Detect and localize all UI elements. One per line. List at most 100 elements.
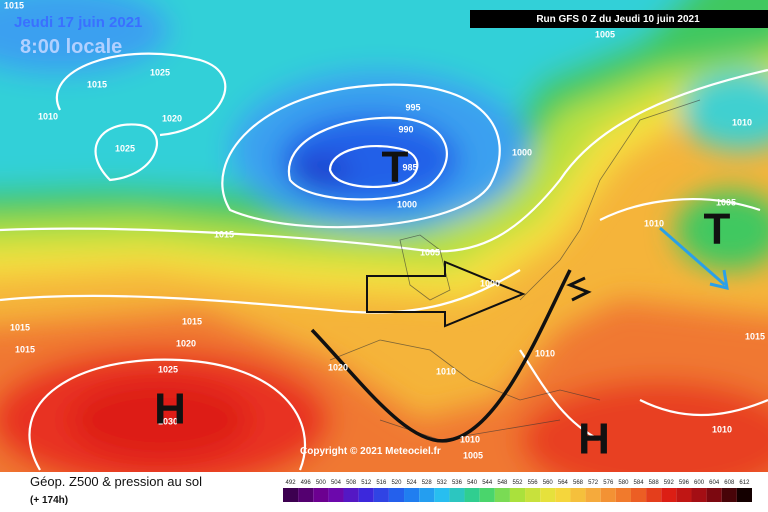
run-info: Run GFS 0 Z du Jeudi 10 juin 2021 — [536, 14, 700, 25]
scale-label: 540 — [467, 480, 478, 486]
scale-swatch — [721, 488, 737, 502]
isobar-label: 1025 — [150, 67, 170, 77]
scale-label: 528 — [422, 480, 433, 486]
scale-swatch — [358, 488, 374, 502]
scale-label: 600 — [694, 480, 705, 486]
scale-swatch — [404, 488, 420, 502]
scale-label: 548 — [497, 480, 508, 486]
isobar-label: 1010 — [38, 111, 58, 121]
scale-swatch — [313, 488, 329, 502]
isobar-label: 1010 — [712, 424, 732, 434]
scale-label: 592 — [664, 480, 675, 486]
scale-swatch — [630, 488, 647, 502]
scale-swatch — [388, 488, 405, 502]
isobar-label: 1020 — [176, 338, 196, 348]
isobar-label: 1010 — [644, 218, 664, 228]
isobar-label: 1015 — [87, 79, 107, 89]
scale-label: 564 — [558, 480, 569, 486]
scale-label: 608 — [724, 480, 735, 486]
scale-label: 552 — [512, 480, 523, 486]
scale-label: 544 — [482, 480, 493, 486]
scale-swatch — [419, 488, 435, 502]
scale-label: 508 — [346, 480, 357, 486]
pressure-center: H — [154, 385, 186, 434]
scale-swatch — [600, 488, 616, 502]
scale-label: 560 — [543, 480, 554, 486]
scale-label: 584 — [634, 480, 645, 486]
isobar-label: 1025 — [158, 364, 178, 374]
scale-label: 504 — [331, 480, 342, 486]
isobar-label: 990 — [398, 124, 413, 134]
scale-swatch — [661, 488, 677, 502]
scale-swatch — [464, 488, 480, 502]
scale-swatch — [449, 488, 465, 502]
scale-label: 580 — [618, 480, 629, 486]
scale-swatch — [646, 488, 662, 502]
isobar-label: 985 — [402, 162, 417, 172]
scale-swatch — [555, 488, 571, 502]
isobar-label: 1010 — [436, 366, 456, 376]
isobars — [0, 52, 768, 471]
scale-label: 572 — [588, 480, 599, 486]
isobar-label: 1020 — [328, 362, 348, 372]
trough-axis — [310, 269, 572, 443]
scale-swatch — [298, 488, 314, 502]
color-scale: 492 496 500 504 508 512 516 520 524 528 532 536 540 5… — [283, 480, 752, 502]
scale-label: 604 — [709, 480, 720, 486]
scale-label: 524 — [407, 480, 418, 486]
scale-swatch — [691, 488, 707, 502]
legend-title: Géop. Z500 & pression au sol — [30, 474, 202, 489]
scale-swatch — [373, 488, 389, 502]
scale-label: 500 — [316, 480, 327, 486]
local-time: 8:00 locale — [20, 36, 122, 58]
movement-arrow — [659, 226, 726, 287]
scale-label: 588 — [649, 480, 660, 486]
isobar-label: 1000 — [512, 147, 532, 157]
scale-swatch — [479, 488, 495, 502]
scale-label: 532 — [437, 480, 448, 486]
pressure-center: T — [382, 143, 409, 192]
scale-label: 536 — [452, 480, 463, 486]
movement-arrow-head — [709, 269, 729, 290]
scale-swatch — [343, 488, 359, 502]
scale-swatch — [434, 488, 450, 502]
scale-label: 492 — [286, 480, 297, 486]
isobar-label: 1015 — [745, 331, 765, 341]
cutoff-symbol — [566, 276, 592, 302]
labels: 1015 1025 1015 1010 1020 1025 995 990 985 1000 100… — [4, 0, 765, 463]
scale-label: 612 — [739, 480, 750, 486]
scale-label: 520 — [391, 480, 402, 486]
isobar-label: 1005 — [463, 450, 483, 460]
isobar-label: 1015 — [4, 0, 24, 10]
isobar-label: 1005 — [595, 29, 615, 39]
pressure-center: T — [704, 205, 731, 254]
copyright: Copyright © 2021 Meteociel.fr — [300, 446, 441, 457]
isobar-label: 1015 — [182, 316, 202, 326]
scale-swatch — [676, 488, 692, 502]
scale-swatch — [736, 488, 752, 502]
run-banner — [470, 10, 768, 28]
scale-swatch — [540, 488, 556, 502]
isobar-label: 1010 — [732, 117, 752, 127]
scale-label: 568 — [573, 480, 584, 486]
isobar-label: 1005 — [420, 247, 440, 257]
valid-date: Jeudi 17 juin 2021 — [14, 14, 142, 31]
isobar-label: 1010 — [460, 434, 480, 444]
scale-swatch — [509, 488, 526, 502]
scale-label: 496 — [301, 480, 312, 486]
isobar-label: 1000 — [397, 199, 417, 209]
scale-swatch — [494, 488, 510, 502]
scale-swatch — [570, 488, 586, 502]
scale-swatch — [706, 488, 722, 502]
isobar-label: 1015 — [214, 229, 234, 239]
scale-label: 512 — [361, 480, 372, 486]
isobar-label: 1000 — [480, 278, 500, 288]
scale-swatch — [525, 488, 541, 502]
pressure-center: H — [578, 415, 610, 464]
scale-label: 576 — [603, 480, 614, 486]
scale-swatch — [328, 488, 344, 502]
scale-swatch — [615, 488, 631, 502]
isobar-label: 1015 — [10, 322, 30, 332]
